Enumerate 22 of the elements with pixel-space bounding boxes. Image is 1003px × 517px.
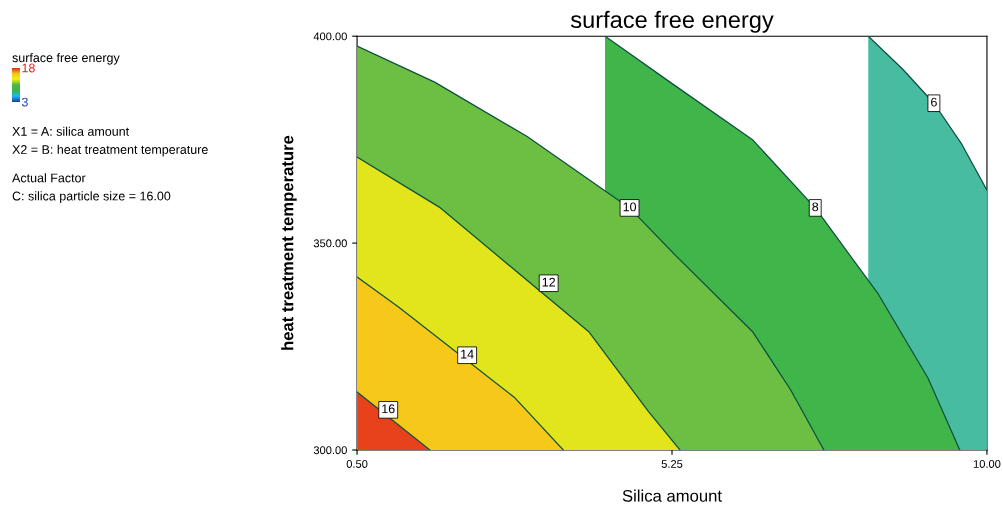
text: X1 = A: silica amount <box>12 126 130 136</box>
text: C: silica particle size = 16.00 <box>12 191 171 203</box>
y-tick-label: 300.00 <box>313 446 347 455</box>
color-bar-label: 3 <box>21 97 28 107</box>
chart-title: surface free energy <box>570 10 774 33</box>
color-bar-label: 18 <box>22 63 35 73</box>
x-tick-label: 5.25 <box>661 460 683 468</box>
annotation: 12 <box>542 277 556 287</box>
y-axis-title: heat treatment temperature <box>281 135 297 350</box>
x-tick-label: 10.00 <box>973 460 1001 468</box>
x-tick-label: 0.50 <box>346 460 368 468</box>
color-bar-title: surface free energy <box>12 52 120 65</box>
annotation: 6 <box>931 97 937 107</box>
annotation: 16 <box>382 404 395 414</box>
x-axis-title: Silica amount <box>622 489 722 502</box>
annotation: 10 <box>623 202 637 212</box>
y-tick-label: 400.00 <box>313 32 347 41</box>
text: X2 = B: heat treatment temperature <box>12 144 208 157</box>
annotation: 8 <box>812 202 819 212</box>
y-tick-label: 350.00 <box>313 239 347 248</box>
text: Actual Factor <box>12 173 86 183</box>
annotation: 14 <box>461 349 474 359</box>
